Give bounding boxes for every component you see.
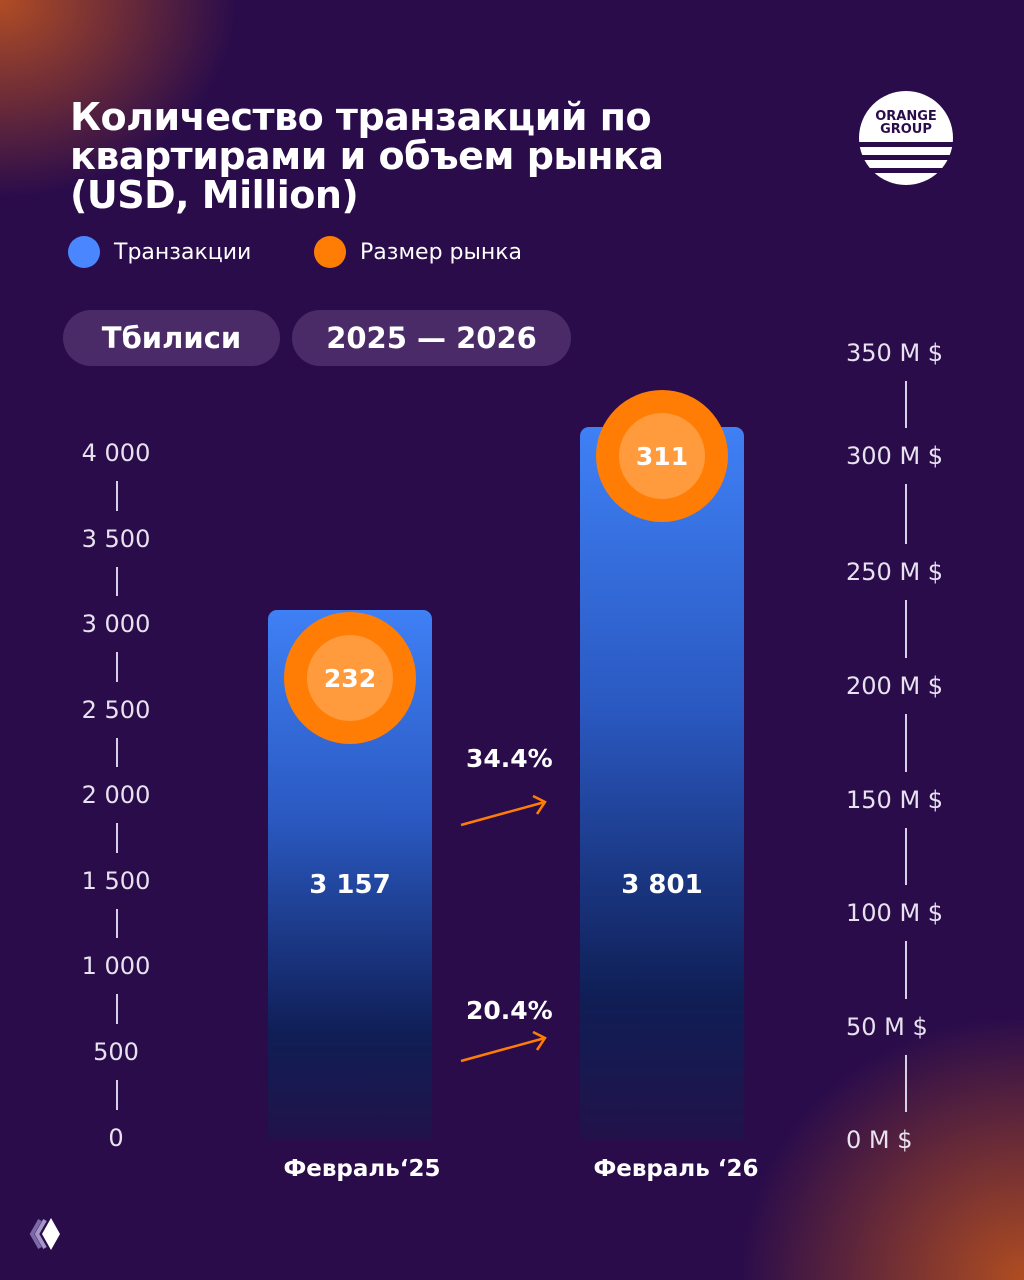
x-tick-label: Февраль ‘26 bbox=[593, 1156, 759, 1182]
y2-tick-label: 150 M $ bbox=[846, 786, 944, 814]
axis-tick-line bbox=[905, 381, 907, 428]
y2-tick-label: 250 M $ bbox=[846, 558, 944, 586]
market-growth-label: 34.4% bbox=[466, 744, 553, 773]
axis-tick-line bbox=[905, 828, 907, 885]
y-tick-label: 4 000 bbox=[81, 439, 151, 467]
legend-transactions: Транзакции bbox=[68, 236, 251, 268]
y2-tick-label: 100 M $ bbox=[846, 899, 944, 927]
decor-glow bbox=[0, 0, 240, 200]
legend-label: Транзакции bbox=[114, 239, 252, 265]
market-value-label: 311 bbox=[619, 413, 705, 499]
axis-tick-line bbox=[905, 1055, 907, 1112]
city-filter[interactable]: Тбилиси bbox=[63, 310, 280, 366]
y-tick-label: 1 500 bbox=[81, 867, 151, 895]
axis-tick-line bbox=[905, 714, 907, 772]
y-tick-label: 1 000 bbox=[81, 952, 151, 980]
axis-tick-line bbox=[116, 909, 118, 938]
bar-transactions-feb26 bbox=[580, 427, 744, 1140]
y2-tick-label: 300 M $ bbox=[846, 442, 944, 470]
axis-tick-line bbox=[116, 994, 118, 1024]
svg-text:ORANGE: ORANGE bbox=[875, 109, 937, 124]
decor-glow bbox=[744, 1020, 1024, 1280]
bar-value-label: 3 801 bbox=[621, 870, 703, 900]
axis-tick-line bbox=[116, 567, 118, 596]
arrow-up-right-icon bbox=[460, 794, 547, 827]
axis-tick-line bbox=[905, 600, 907, 658]
y-tick-label: 3 500 bbox=[81, 525, 151, 553]
axis-tick-line bbox=[905, 941, 907, 999]
axis-tick-line bbox=[116, 652, 118, 682]
x-tick-label: Февраль‘25 bbox=[283, 1156, 441, 1182]
y2-tick-label: 0 M $ bbox=[846, 1126, 913, 1154]
axis-tick-line bbox=[905, 484, 907, 544]
brand-diamond-icon bbox=[29, 1218, 60, 1250]
y2-tick-label: 50 M $ bbox=[846, 1013, 928, 1041]
market-size-marker: 311 bbox=[596, 390, 728, 522]
orange-dot-icon bbox=[314, 236, 346, 268]
orange-group-logo: ORANGE GROUP bbox=[859, 91, 953, 185]
arrow-up-right-icon bbox=[460, 1030, 547, 1063]
transactions-growth-label: 20.4% bbox=[466, 996, 553, 1025]
axis-tick-line bbox=[116, 481, 118, 511]
y-tick-label: 500 bbox=[93, 1038, 139, 1066]
market-value-label: 232 bbox=[307, 635, 393, 721]
y-tick-label: 0 bbox=[108, 1124, 124, 1152]
page-title: Количество транзакций по квартирами и об… bbox=[70, 95, 664, 217]
market-size-marker: 232 bbox=[284, 612, 416, 744]
axis-tick-line bbox=[116, 1080, 118, 1110]
y-tick-label: 3 000 bbox=[81, 610, 151, 638]
blue-dot-icon bbox=[68, 236, 100, 268]
y-tick-label: 2 000 bbox=[81, 781, 151, 809]
legend-label: Размер рынка bbox=[360, 239, 523, 265]
svg-text:GROUP: GROUP bbox=[880, 122, 932, 137]
axis-tick-line bbox=[116, 738, 118, 767]
axis-tick-line bbox=[116, 823, 118, 853]
y2-tick-label: 350 M $ bbox=[846, 339, 944, 367]
y-tick-label: 2 500 bbox=[81, 696, 151, 724]
y2-tick-label: 200 M $ bbox=[846, 672, 944, 700]
legend-market: Размер рынка bbox=[314, 236, 522, 268]
bar-value-label: 3 157 bbox=[309, 870, 391, 900]
period-filter[interactable]: 2025 — 2026 bbox=[292, 310, 571, 366]
